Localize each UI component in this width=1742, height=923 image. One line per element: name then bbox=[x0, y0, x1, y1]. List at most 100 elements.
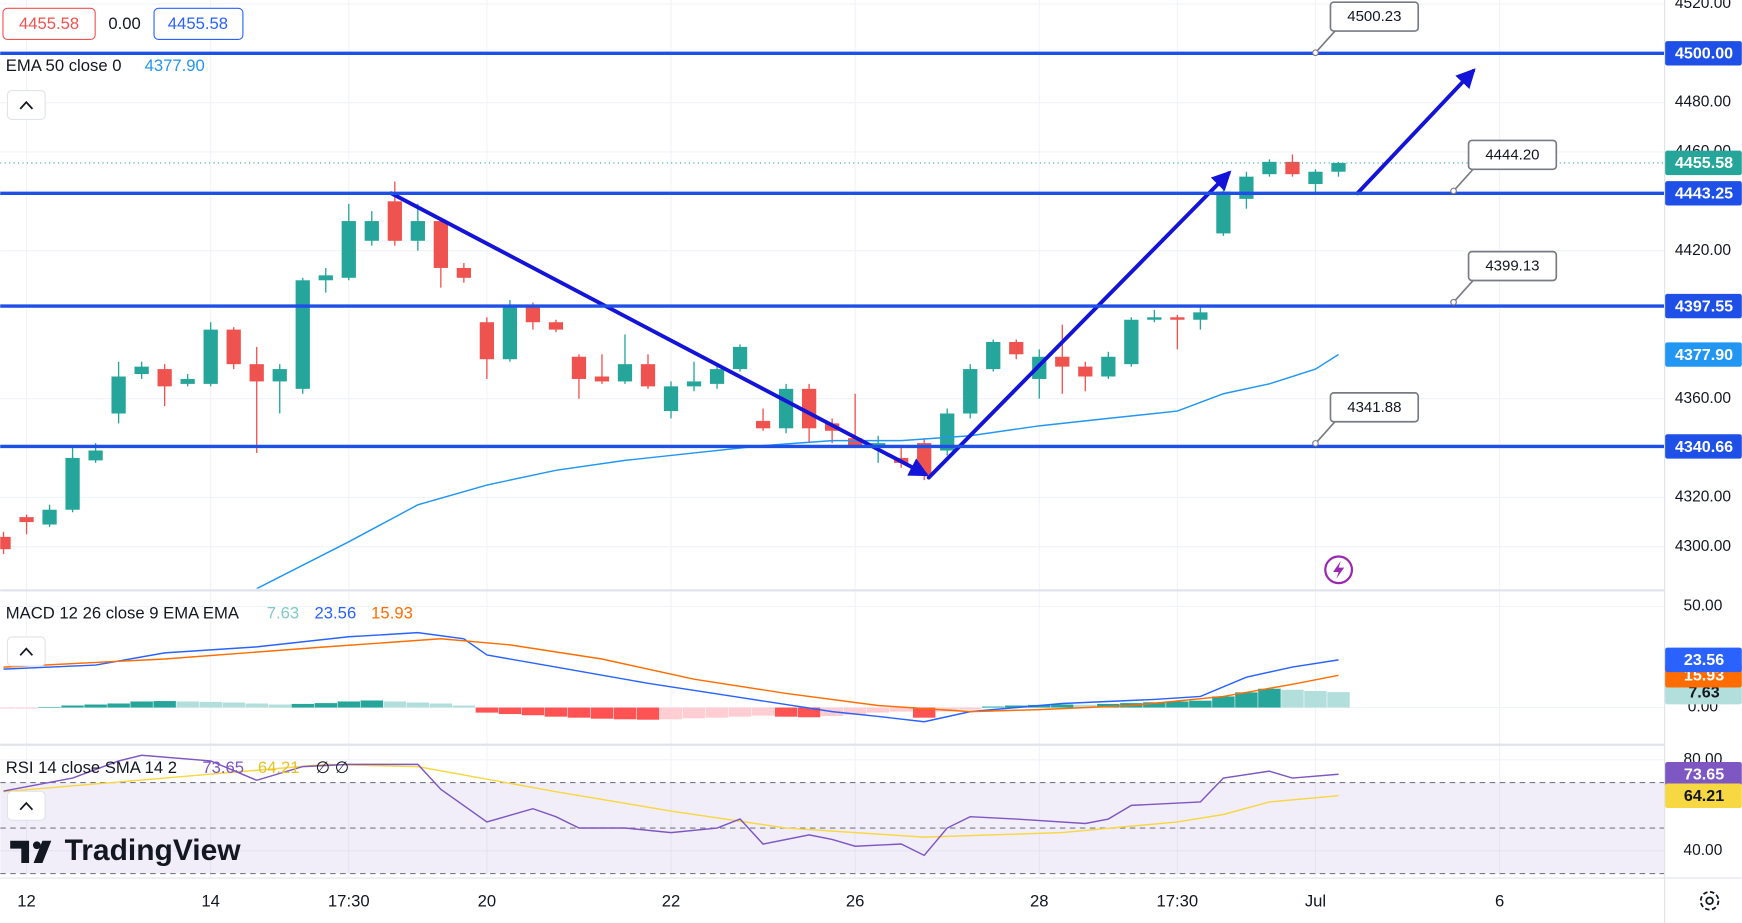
candle-body bbox=[364, 221, 379, 241]
candle-body bbox=[341, 221, 356, 278]
histogram-bar bbox=[1235, 692, 1258, 708]
histogram-bar bbox=[268, 704, 291, 708]
candle-body bbox=[134, 366, 149, 375]
candle-body bbox=[180, 378, 195, 384]
histogram-bar bbox=[521, 707, 545, 716]
callout-box bbox=[1467, 139, 1558, 171]
histogram-bar bbox=[843, 707, 867, 715]
callout-anchor bbox=[1312, 49, 1319, 57]
histogram-bar bbox=[130, 701, 153, 708]
candle-body bbox=[986, 341, 1001, 370]
histogram-bar bbox=[866, 707, 890, 713]
callout-anchor bbox=[1312, 440, 1319, 447]
candle-body bbox=[1308, 171, 1323, 185]
logo[interactable]: TradingView bbox=[10, 834, 241, 867]
rsi-value: 73.65 bbox=[202, 758, 244, 777]
ema-legend: EMA 50 close 0 bbox=[6, 56, 122, 75]
candle-body bbox=[1147, 317, 1162, 320]
settings-button[interactable] bbox=[1699, 891, 1720, 911]
histogram-bar bbox=[1189, 700, 1212, 708]
histogram-bar bbox=[1258, 688, 1281, 708]
rsi-pane bbox=[0, 754, 1665, 875]
logo-mark bbox=[10, 840, 52, 864]
price-badge-label: 23.56 bbox=[1684, 651, 1724, 669]
candle-body bbox=[0, 536, 11, 550]
price-box[interactable] bbox=[2, 7, 96, 40]
macd-legend: MACD 12 26 close 9 EMA EMA bbox=[6, 604, 240, 623]
candle-body bbox=[479, 322, 495, 360]
histogram-bar bbox=[682, 707, 706, 719]
collapse-button[interactable] bbox=[6, 89, 46, 120]
histogram-bar bbox=[982, 706, 1005, 708]
histogram-bar bbox=[636, 707, 660, 720]
histogram-bar bbox=[889, 707, 913, 712]
candle-body bbox=[295, 280, 310, 389]
price-badge-label: 73.65 bbox=[1684, 766, 1724, 784]
candle-body bbox=[571, 356, 587, 379]
histogram-bar bbox=[728, 707, 752, 717]
y-tick-label: 4480.00 bbox=[1675, 94, 1732, 111]
candle-body bbox=[42, 509, 57, 525]
histogram-bar bbox=[153, 701, 176, 708]
histogram-bar bbox=[475, 707, 499, 713]
candle-body bbox=[1170, 317, 1185, 320]
close-price: 4455.58 bbox=[168, 14, 228, 33]
histogram-bar bbox=[84, 704, 107, 708]
price-badge bbox=[1665, 783, 1742, 808]
ema-line bbox=[256, 353, 1339, 589]
histogram-bar bbox=[61, 705, 84, 708]
collapse-button[interactable] bbox=[6, 636, 46, 667]
candle-body bbox=[732, 346, 748, 370]
change: 0.00 bbox=[108, 14, 140, 33]
candle-body bbox=[1216, 191, 1231, 234]
candle-body bbox=[1009, 341, 1024, 355]
lightning-button[interactable] bbox=[1324, 555, 1354, 585]
histogram-bar bbox=[452, 705, 476, 708]
y-tick-label: 50.00 bbox=[1683, 597, 1722, 614]
rsi-line bbox=[3, 754, 1339, 857]
histogram-bar bbox=[590, 707, 614, 719]
candle-body bbox=[1055, 356, 1070, 367]
candle-body bbox=[249, 364, 264, 382]
x-tick-label: 22 bbox=[662, 891, 681, 910]
price-badge-label: 4340.66 bbox=[1675, 438, 1733, 456]
collapse-button[interactable] bbox=[6, 790, 46, 821]
price-badge-label: 4397.55 bbox=[1675, 297, 1733, 315]
candle-body bbox=[456, 267, 471, 278]
grid bbox=[0, 0, 1665, 878]
candle-body bbox=[640, 364, 656, 387]
histogram-bar bbox=[314, 703, 337, 708]
callout-anchor bbox=[1450, 187, 1457, 195]
macd-pane bbox=[0, 631, 1350, 723]
candle-body bbox=[1124, 319, 1139, 365]
callout-connector bbox=[1452, 168, 1475, 192]
callout-box bbox=[1329, 392, 1420, 423]
candle-body bbox=[203, 329, 218, 384]
candle-body bbox=[617, 364, 633, 382]
callout-label: 4500.23 bbox=[1347, 8, 1401, 25]
candle-body bbox=[1078, 366, 1093, 377]
gear-icon bbox=[1699, 891, 1720, 911]
histogram-bar bbox=[1074, 704, 1097, 708]
trend-arrows bbox=[389, 68, 1476, 480]
candle-body bbox=[525, 307, 541, 323]
histogram-bar bbox=[383, 701, 407, 708]
price-box[interactable] bbox=[153, 7, 244, 40]
annotations: 4500.23 4444.20 4399.13 4341.88 bbox=[0, 1, 1665, 449]
x-tick-label: 26 bbox=[846, 891, 865, 910]
arrow-target bbox=[1355, 68, 1476, 196]
candle-body bbox=[226, 329, 241, 365]
lightning-icon bbox=[1333, 560, 1345, 579]
x-tick-label: 20 bbox=[478, 891, 497, 910]
x-tick-label: Jul bbox=[1305, 891, 1326, 910]
candle-body bbox=[1285, 161, 1300, 175]
candle-body bbox=[387, 201, 402, 241]
x-tick-label: 17:30 bbox=[1157, 891, 1199, 910]
chevron-icon bbox=[19, 647, 34, 656]
histogram-bar bbox=[498, 707, 522, 715]
candle-body bbox=[848, 438, 863, 446]
histogram-bar bbox=[1097, 703, 1120, 708]
y-tick-label: 4300.00 bbox=[1675, 538, 1732, 555]
open-price: 4455.58 bbox=[19, 14, 79, 33]
